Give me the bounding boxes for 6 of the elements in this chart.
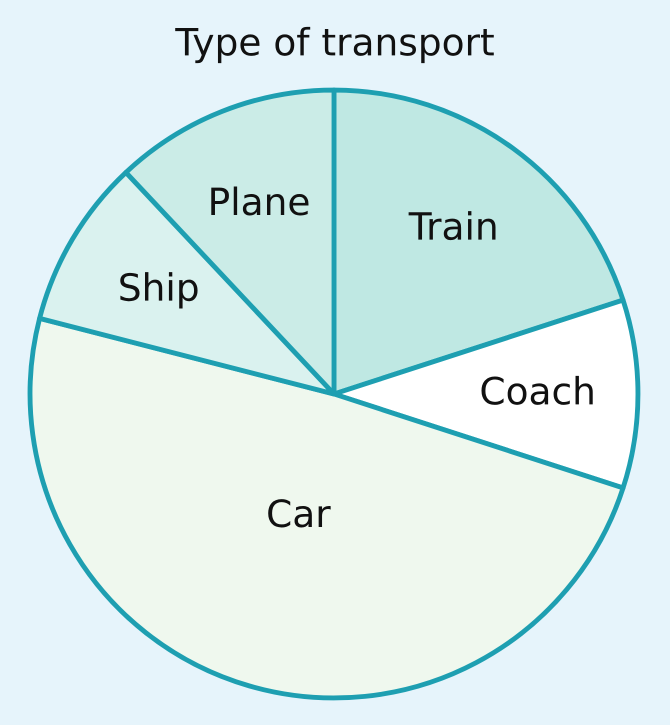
chart-title: Type of transport <box>175 26 494 64</box>
slice-label: Ship <box>120 272 198 308</box>
slice-label: Coach <box>482 376 593 405</box>
slice-label: Train <box>408 211 496 240</box>
slice-label: Car <box>268 499 331 528</box>
slice-label: Plane <box>211 186 308 216</box>
